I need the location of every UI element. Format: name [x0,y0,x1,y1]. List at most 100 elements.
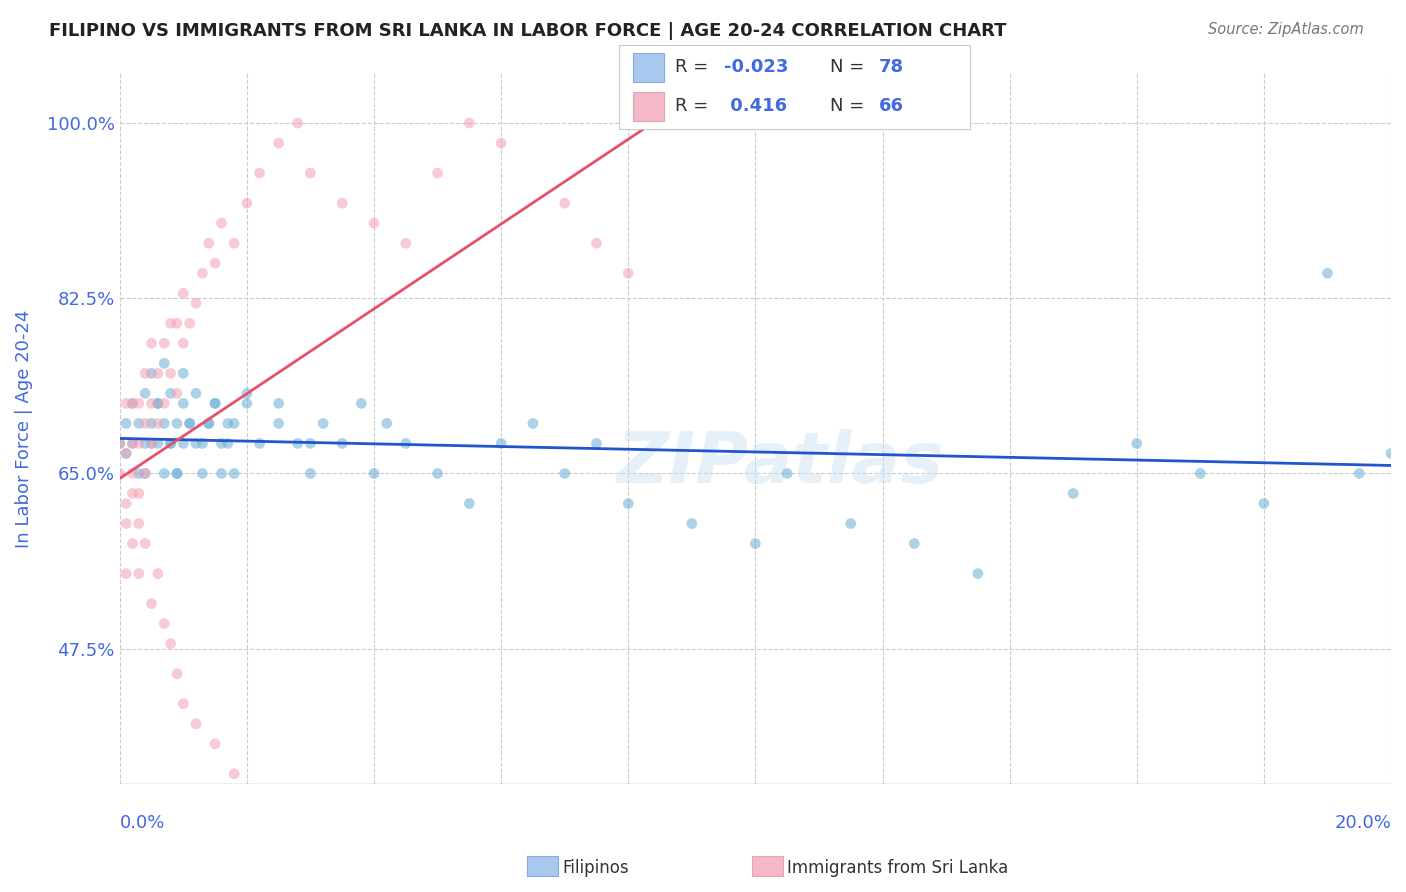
Point [134,467,156,481]
Point [153,336,176,351]
Point [115,446,138,460]
Point [115,496,138,510]
Point [141,417,163,431]
Point [363,216,385,230]
Point [236,196,259,211]
Point [166,467,188,481]
Point [191,266,214,280]
Point [299,436,322,450]
Point [839,516,862,531]
Point [249,436,271,450]
Point [585,436,607,450]
Point [681,516,703,531]
Point [197,417,219,431]
Point [146,367,169,381]
Point [153,616,176,631]
Point [217,436,239,450]
Point [903,536,925,550]
Point [166,386,188,401]
Point [204,737,226,751]
Point [115,446,138,460]
Point [249,797,271,811]
Point [134,417,156,431]
Point [224,767,246,781]
Point [197,417,219,431]
Point [299,467,322,481]
Point [585,236,607,251]
Point [128,486,150,500]
Point [121,436,143,450]
Point [128,516,150,531]
Point [115,417,138,431]
Text: FILIPINO VS IMMIGRANTS FROM SRI LANKA IN LABOR FORCE | AGE 20-24 CORRELATION CHA: FILIPINO VS IMMIGRANTS FROM SRI LANKA IN… [49,22,1007,40]
Point [121,486,143,500]
Point [134,467,156,481]
Point [166,417,188,431]
Point [128,396,150,410]
Point [159,386,181,401]
Point [172,396,194,410]
Point [204,396,226,410]
Point [224,236,246,251]
Point [249,166,271,180]
Point [299,166,322,180]
Point [141,336,163,351]
Point [211,467,233,481]
Point [458,116,481,130]
Point [395,436,418,450]
Point [141,436,163,450]
Point [159,637,181,651]
Point [115,566,138,581]
Point [159,436,181,450]
Point [184,436,207,450]
Point [236,386,259,401]
Point [146,396,169,410]
Point [134,367,156,381]
Point [204,256,226,270]
Text: N =: N = [830,97,869,115]
Point [191,467,214,481]
Point [115,396,138,410]
Point [115,516,138,531]
Point [184,296,207,310]
Point [128,566,150,581]
Point [395,236,418,251]
Point [153,356,176,370]
Point [204,396,226,410]
Point [184,716,207,731]
Point [312,417,335,431]
Point [1379,446,1402,460]
Point [141,396,163,410]
Point [128,467,150,481]
Text: Source: ZipAtlas.com: Source: ZipAtlas.com [1208,22,1364,37]
Point [776,467,799,481]
Point [128,417,150,431]
Point [121,396,143,410]
Point [153,396,176,410]
Point [153,417,176,431]
Point [287,436,309,450]
Point [121,396,143,410]
Point [211,216,233,230]
Point [179,417,201,431]
Point [1062,486,1084,500]
Point [1189,467,1212,481]
Text: Filipinos: Filipinos [562,859,628,877]
Point [224,467,246,481]
Point [184,386,207,401]
Point [1125,436,1147,450]
Point [108,436,131,450]
Point [108,436,131,450]
Point [966,566,988,581]
Point [224,417,246,431]
Point [458,496,481,510]
Point [522,417,544,431]
Text: 0.416: 0.416 [724,97,787,115]
Point [287,116,309,130]
Point [350,396,373,410]
Point [179,316,201,330]
Text: 66: 66 [879,97,904,115]
Point [191,436,214,450]
Point [121,536,143,550]
Point [134,536,156,550]
